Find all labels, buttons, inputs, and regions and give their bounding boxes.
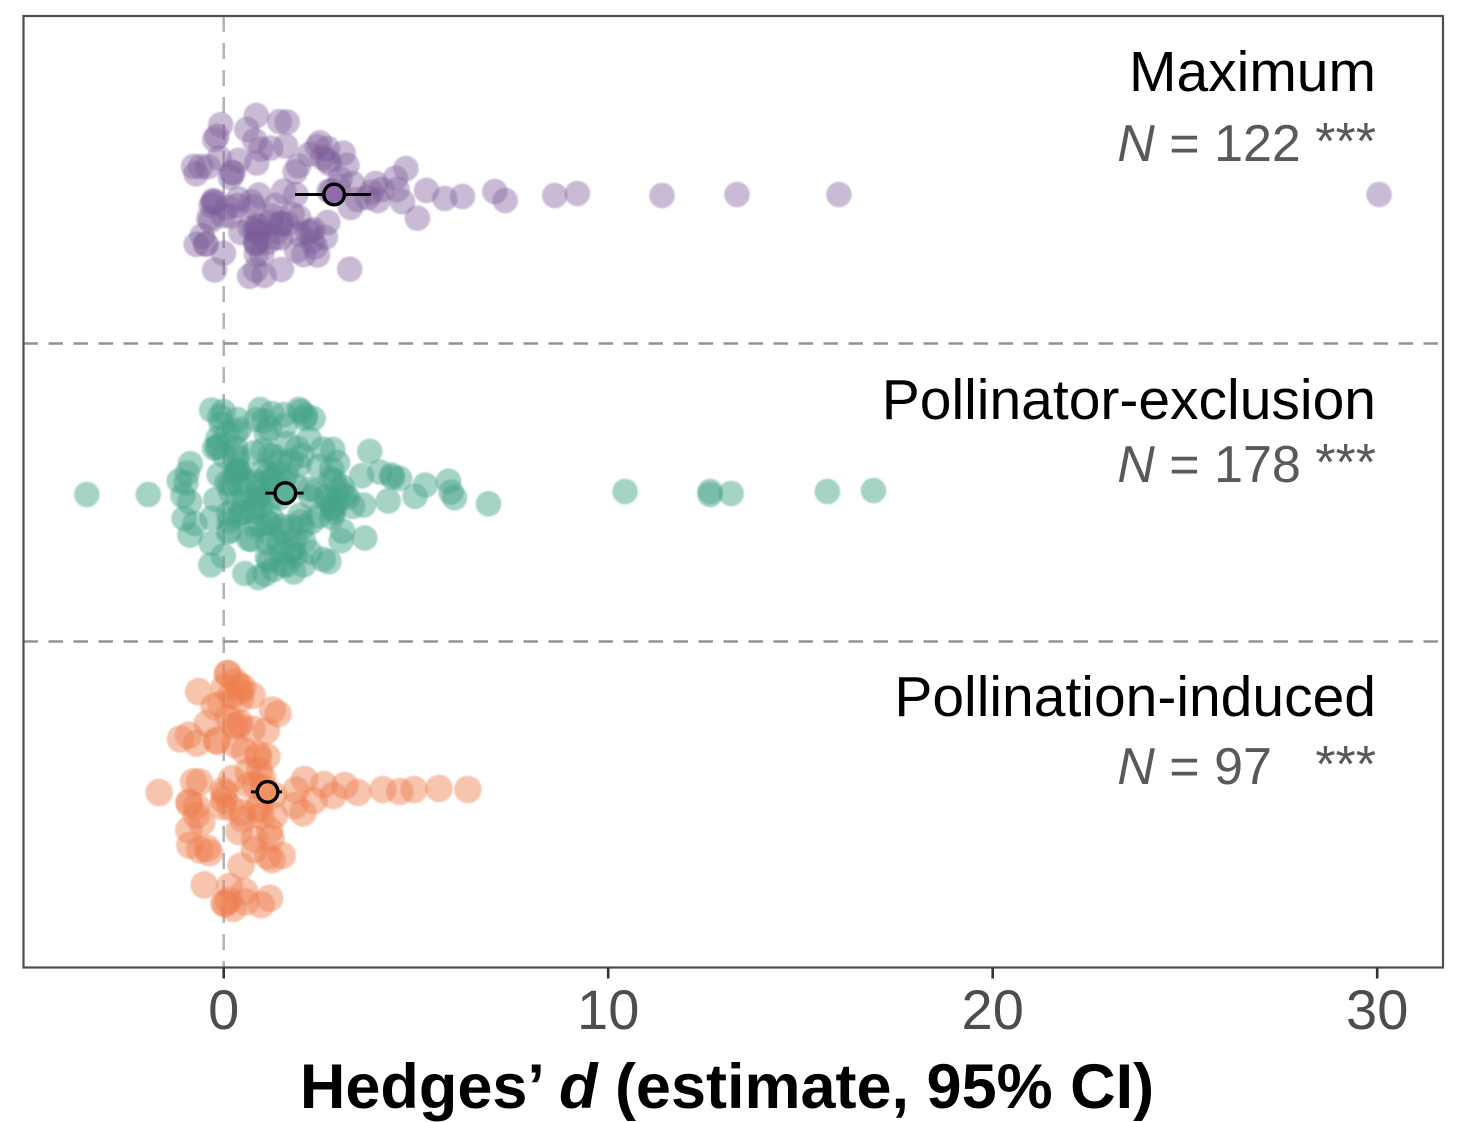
svg-text:30: 30 [1346,978,1408,1041]
svg-text:N = 178 ***: N = 178 *** [1117,434,1376,494]
svg-text:0: 0 [208,978,239,1041]
svg-text:Maximum: Maximum [1129,40,1376,104]
svg-text:Pollination-induced: Pollination-induced [894,665,1376,729]
svg-text:N = 97 ***: N = 97 *** [1117,736,1376,796]
svg-text:Hedges’ d (estimate, 95% CI): Hedges’ d (estimate, 95% CI) [300,1052,1154,1122]
svg-text:Pollinator-exclusion: Pollinator-exclusion [882,368,1376,432]
svg-text:10: 10 [577,978,639,1041]
svg-text:N = 122 ***: N = 122 *** [1117,113,1376,173]
svg-text:20: 20 [962,978,1024,1041]
